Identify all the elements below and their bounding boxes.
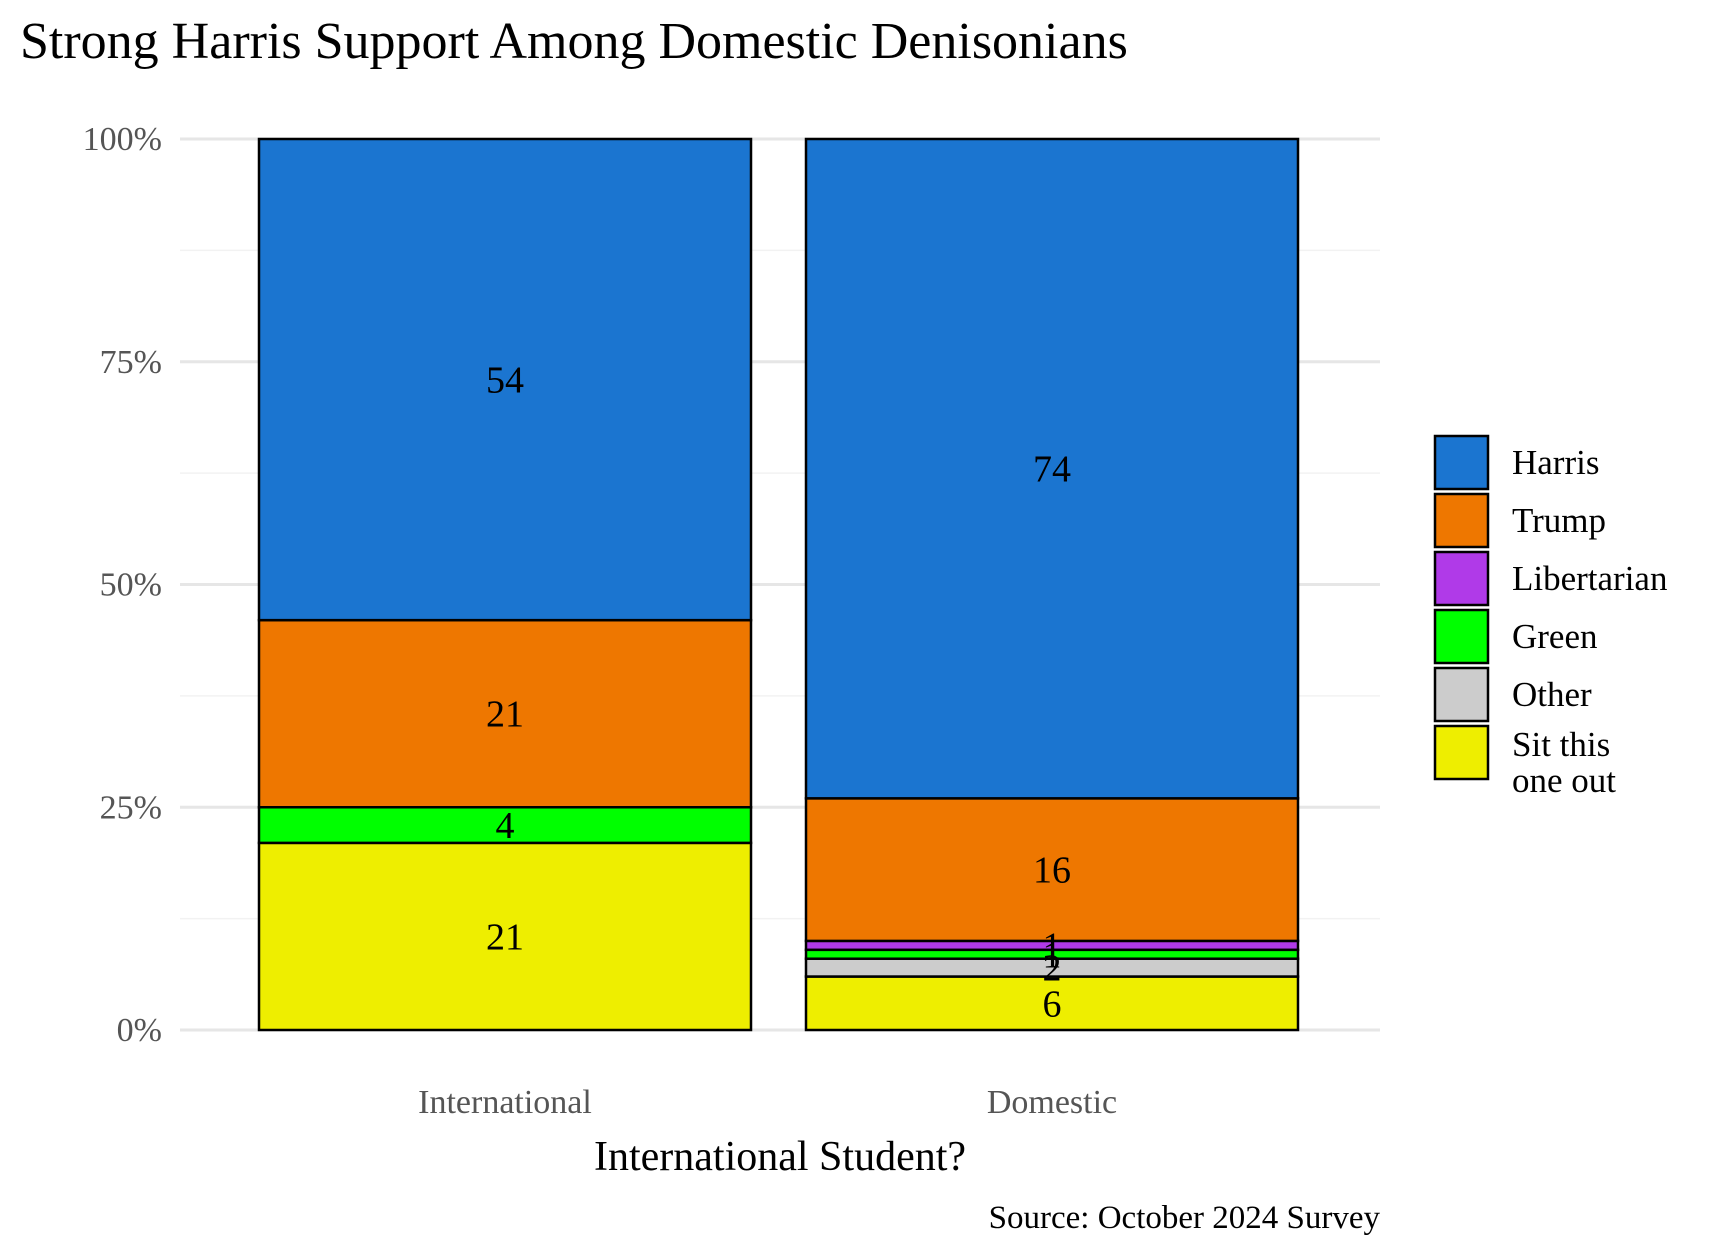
y-tick-label: 50% <box>100 567 162 604</box>
legend-key-harris <box>1433 434 1490 491</box>
y-tick-label: 0% <box>117 1012 162 1049</box>
legend-key-sit-this-one-out <box>1433 724 1490 781</box>
data-label-trump-domestic: 16 <box>1033 850 1071 892</box>
data-label-sit-this-one-out-international: 21 <box>486 916 524 958</box>
bar-segment-green-international <box>257 806 753 845</box>
legend: Harris Trump Libertarian Green Other Sit this… <box>1433 434 1667 800</box>
legend-key-other <box>1433 666 1490 723</box>
x-tick-label: International <box>418 1084 592 1121</box>
legend-label-harris: Harris <box>1512 443 1599 482</box>
legend-label-libertarian: Libertarian <box>1512 559 1667 598</box>
legend-key-green <box>1433 608 1490 665</box>
legend-key-trump <box>1433 492 1490 549</box>
x-axis-title: International Student? <box>594 1134 966 1180</box>
chart-title: Strong Harris Support Among Domestic Den… <box>20 13 1128 70</box>
bars <box>257 137 1300 1032</box>
legend-label-other: Other <box>1512 675 1592 714</box>
legend-key-libertarian <box>1433 550 1490 607</box>
data-label-green-international: 4 <box>496 805 515 847</box>
data-label-trump-international: 21 <box>486 694 524 736</box>
y-tick-label: 75% <box>100 344 162 381</box>
data-label-libertarian-domestic: 1 <box>1043 925 1062 967</box>
y-tick-label: 100% <box>83 121 162 158</box>
x-axis-ticks: International Domestic <box>418 1084 1117 1121</box>
y-tick-label: 25% <box>100 789 162 826</box>
legend-label-sit-this-one-out: Sit this one out <box>1512 725 1616 800</box>
bar-segment-trump-domestic <box>804 797 1300 943</box>
caption: Source: October 2024 Survey <box>989 1200 1381 1236</box>
data-label-harris-international: 54 <box>486 360 524 402</box>
bar-segment-harris-international <box>257 137 753 622</box>
bar-segment-trump-international <box>257 618 753 809</box>
legend-label-green: Green <box>1512 617 1598 656</box>
bar-segment-harris-domestic <box>804 137 1300 800</box>
data-label-sit-this-one-out-domestic: 6 <box>1043 983 1062 1025</box>
data-label-other-domestic: 2 <box>1043 948 1062 990</box>
x-tick-label: Domestic <box>987 1084 1117 1121</box>
legend-label-trump: Trump <box>1512 501 1606 540</box>
data-label-green-domestic: 1 <box>1043 934 1062 976</box>
bar-segment-sit-this-one-out-international <box>257 841 753 1032</box>
y-axis-ticks: 0% 25% 50% 75% 100% <box>83 121 162 1049</box>
data-label-harris-domestic: 74 <box>1033 449 1071 491</box>
